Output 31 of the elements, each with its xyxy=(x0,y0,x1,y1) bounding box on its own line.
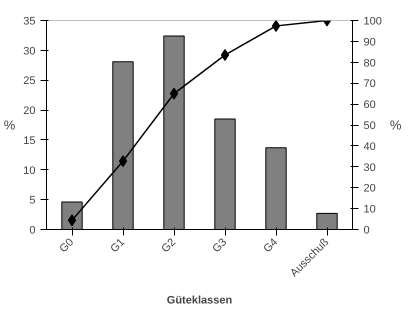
y2-tick-label: 80 xyxy=(364,57,376,70)
y-axis-title: % xyxy=(4,118,16,132)
point xyxy=(272,20,280,32)
y2-tick-label: 70 xyxy=(364,78,376,90)
y2-tick-label: 90 xyxy=(364,36,376,48)
y2-axis-title: % xyxy=(390,118,402,132)
y2-tick-label: 50 xyxy=(364,120,376,132)
y2-tick-label: 60 xyxy=(364,99,376,112)
x-tick-label: G2 xyxy=(159,236,178,256)
y2-tick-label: 10 xyxy=(364,204,376,216)
point xyxy=(220,48,230,61)
y2-tick-label: 100 xyxy=(364,16,382,28)
y-tick-label: 0 xyxy=(29,224,36,236)
y-tick-label: 5 xyxy=(29,194,36,207)
y-tick-label: 15 xyxy=(23,134,36,147)
x-tick-label: G4 xyxy=(261,236,280,256)
y2-tick-label: 40 xyxy=(364,140,376,153)
x-tick-label: G3 xyxy=(210,236,230,256)
y2-tick-label: 30 xyxy=(364,162,376,174)
x-tick-label: G0 xyxy=(57,236,76,256)
point xyxy=(170,88,178,100)
y-tick-label: 25 xyxy=(23,75,36,88)
y2-tick-label: 0 xyxy=(364,224,370,236)
y-tick-label: 20 xyxy=(23,105,36,118)
y-tick-label: 35 xyxy=(23,16,36,28)
y2-tick-label: 20 xyxy=(364,182,376,195)
y-tick-label: 10 xyxy=(23,164,36,177)
point xyxy=(118,155,128,168)
x-axis-title: Güteklassen xyxy=(166,294,232,307)
x-tick-label: G1 xyxy=(108,236,128,256)
y-tick-label: 30 xyxy=(23,45,36,58)
